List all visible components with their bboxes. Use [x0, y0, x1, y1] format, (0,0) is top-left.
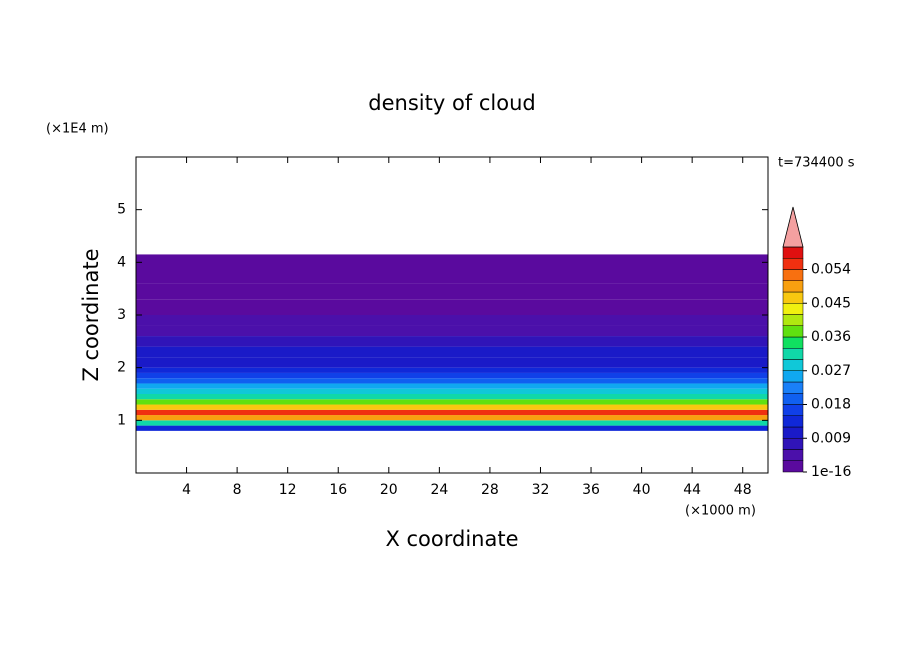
chart-title: density of cloud [368, 91, 535, 115]
x-tick-label: 16 [329, 482, 347, 498]
colorbar-box [782, 359, 804, 371]
density-band [136, 372, 768, 379]
y-tick-label: 4 [117, 254, 126, 270]
y-unit: (×1E4 m) [46, 122, 109, 137]
x-tick-label: 28 [481, 482, 499, 498]
density-band [136, 254, 768, 284]
colorbar-box [782, 449, 804, 461]
density-band [136, 357, 768, 368]
colorbar-box [782, 336, 804, 349]
colorbar-box [782, 280, 804, 293]
density-band [136, 315, 768, 326]
x-tick-label: 4 [182, 482, 191, 498]
colorbar-box [782, 325, 804, 338]
colorbar-box [782, 381, 804, 394]
density-band [136, 404, 768, 410]
x-tick-label: 44 [683, 482, 701, 498]
colorbar-tick-label: 0.018 [811, 397, 851, 413]
colorbar-tick-label: 0.054 [811, 262, 851, 278]
colorbar-extend [782, 206, 804, 248]
y-tick-label: 3 [117, 307, 126, 323]
time-label: t=734400 s [778, 156, 855, 171]
colorbar-box [782, 348, 804, 360]
colorbar-tick-label: 0.027 [811, 363, 851, 379]
y-axis-label: Z coordinate [79, 248, 103, 381]
x-tick-label: 48 [734, 482, 752, 498]
density-band [136, 336, 768, 347]
colorbar-tick-label: 1e-16 [811, 464, 851, 480]
colorbar-box [782, 291, 804, 304]
colorbar-box [782, 314, 804, 326]
colorbar-box [782, 246, 804, 259]
colorbar-tick-label: 0.036 [811, 329, 851, 345]
colorbar-box [782, 393, 804, 405]
colorbar-box [782, 370, 804, 383]
colorbar-box [782, 269, 804, 281]
density-band [136, 415, 768, 421]
density-band [136, 346, 768, 358]
density-band [136, 425, 768, 431]
colorbar-tick-label: 0.009 [811, 430, 851, 446]
colorbar-box [782, 303, 804, 315]
x-unit: (×1000 m) [685, 504, 756, 519]
density-band [136, 299, 768, 315]
density-band [136, 378, 768, 384]
x-tick-label: 20 [380, 482, 398, 498]
density-band [136, 399, 768, 405]
colorbar-box [782, 460, 804, 473]
x-tick-label: 24 [430, 482, 448, 498]
x-tick-label: 12 [279, 482, 297, 498]
colorbar-box [782, 258, 804, 270]
colorbar-box [782, 415, 804, 428]
x-axis-label: X coordinate [385, 527, 518, 551]
density-band [136, 367, 768, 373]
colorbar-tick-label: 0.045 [811, 295, 851, 311]
colorbar-box [782, 404, 804, 416]
density-band [136, 394, 768, 400]
x-tick-label: 32 [532, 482, 550, 498]
x-tick-label: 40 [633, 482, 651, 498]
colorbar-box [782, 426, 804, 439]
density-band [136, 383, 768, 389]
colorbar-box [782, 438, 804, 450]
y-tick-label: 1 [117, 412, 126, 428]
density-band [136, 420, 768, 426]
x-tick-label: 36 [582, 482, 600, 498]
y-tick-label: 5 [117, 202, 126, 218]
y-tick-label: 2 [117, 360, 126, 376]
x-tick-label: 8 [233, 482, 242, 498]
density-band [136, 325, 768, 337]
density-band [136, 283, 768, 300]
density-band [136, 388, 768, 394]
density-band [136, 409, 768, 416]
